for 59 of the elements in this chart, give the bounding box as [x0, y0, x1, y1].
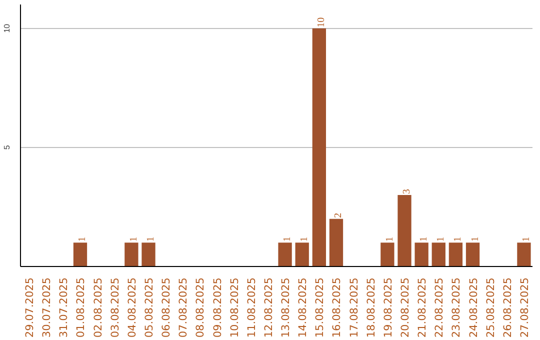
x-tick-label: 12.08.2025 — [262, 277, 275, 338]
data-label: 10 — [316, 17, 328, 28]
bar — [295, 242, 309, 266]
bar — [142, 242, 156, 266]
bar — [73, 242, 88, 266]
x-tick-label: 03.08.2025 — [109, 277, 122, 338]
x-tick-label: 25.08.2025 — [484, 277, 497, 338]
x-tick-label: 11.08.2025 — [246, 277, 258, 338]
y-tick-label: 5 — [2, 144, 12, 150]
x-tick-label: 16.08.2025 — [331, 277, 344, 338]
bar — [448, 242, 463, 266]
x-tick-label: 24.08.2025 — [468, 277, 480, 338]
bar — [414, 242, 428, 266]
x-tick-label: 10.08.2025 — [228, 277, 241, 338]
x-tick-label: 27.08.2025 — [518, 277, 531, 338]
x-tick-label: 20.08.2025 — [400, 277, 412, 338]
x-tick-label: 21.08.2025 — [416, 277, 429, 338]
x-tick-label: 31.07.2025 — [58, 277, 70, 338]
bar — [398, 195, 412, 266]
x-tick-label: 01.08.2025 — [75, 277, 88, 338]
x-tick-label: 04.08.2025 — [126, 277, 138, 338]
bar — [312, 28, 326, 266]
x-tick-label: 02.08.2025 — [92, 277, 104, 338]
x-tick-label: 17.08.2025 — [348, 277, 360, 338]
data-label: 1 — [418, 236, 430, 242]
x-tick-label: 19.08.2025 — [382, 277, 394, 338]
x-tick-label: 07.08.2025 — [178, 277, 190, 338]
x-tick-label: 23.08.2025 — [450, 277, 463, 338]
x-tick-label: 08.08.2025 — [194, 277, 207, 338]
data-label: 2 — [333, 212, 344, 218]
x-tick-label: 06.08.2025 — [160, 277, 173, 338]
data-label: 1 — [436, 236, 447, 242]
x-tick-label: 13.08.2025 — [280, 277, 292, 338]
bar — [124, 242, 138, 266]
bar — [380, 242, 394, 266]
x-tick-label: 18.08.2025 — [365, 277, 378, 338]
data-label: 1 — [520, 236, 532, 242]
data-label: 1 — [470, 236, 481, 242]
data-label: 1 — [299, 236, 310, 242]
data-label: 1 — [128, 236, 140, 242]
data-label: 1 — [452, 236, 464, 242]
data-label: 1 — [77, 236, 88, 242]
x-tick-label: 29.07.2025 — [24, 277, 36, 338]
x-tick-label: 30.07.2025 — [41, 277, 54, 338]
data-label: 1 — [146, 236, 156, 242]
x-tick-label: 15.08.2025 — [314, 277, 326, 338]
data-label: 1 — [384, 236, 396, 242]
bar — [432, 242, 446, 266]
x-tick-label: 05.08.2025 — [144, 277, 156, 338]
bar — [329, 218, 344, 266]
data-label: 3 — [402, 189, 412, 194]
x-tick-label: 22.08.2025 — [434, 277, 446, 338]
x-tick-label: 26.08.2025 — [502, 277, 514, 338]
x-tick-label: 09.08.2025 — [212, 277, 224, 338]
bar — [278, 242, 292, 266]
bar — [466, 242, 480, 266]
data-label: 1 — [282, 236, 294, 242]
x-tick-label: 14.08.2025 — [297, 277, 310, 338]
bar — [517, 242, 531, 266]
